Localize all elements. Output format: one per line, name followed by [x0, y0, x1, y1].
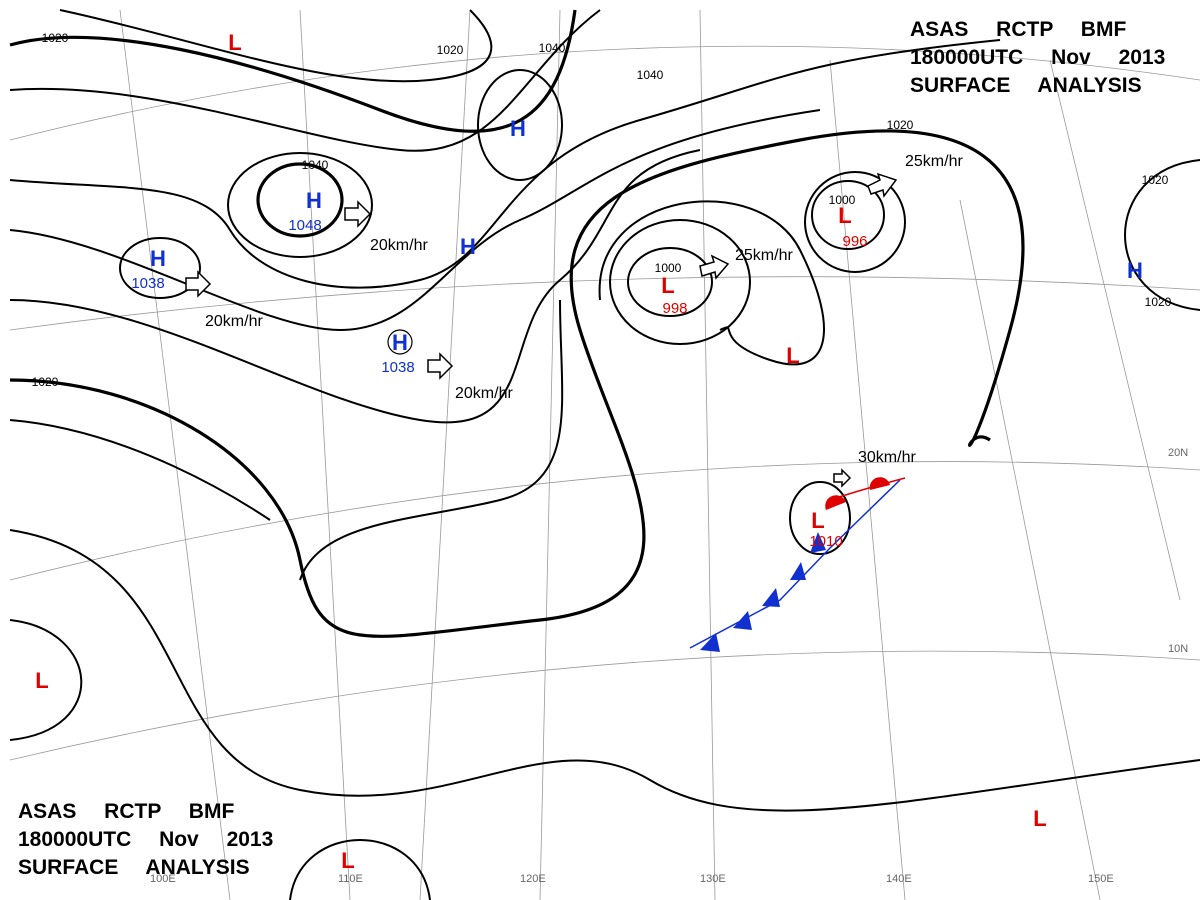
- low-symbol: L: [661, 273, 674, 298]
- low-symbol: L: [786, 343, 799, 368]
- fronts: [689, 477, 906, 652]
- motion-labels: 20km/hr 20km/hr 20km/hr 25km/hr 25km/hr …: [205, 153, 963, 466]
- isobar-label: 1040: [539, 41, 566, 55]
- high-symbol: H: [460, 234, 476, 259]
- pressure-value: 998: [662, 300, 687, 317]
- low-symbol: L: [35, 668, 48, 693]
- longitude-label: 140E: [886, 873, 912, 885]
- motion-label: 20km/hr: [455, 385, 513, 402]
- motion-arrows: [185, 172, 898, 488]
- high-symbol: H: [392, 330, 408, 355]
- high-symbol: H: [306, 188, 322, 213]
- latitude-label: 20N: [1168, 447, 1188, 459]
- isobar-label: 1040: [637, 68, 664, 82]
- isobar-label: 1020: [437, 43, 464, 57]
- longitude-label: 110E: [338, 873, 363, 885]
- header-line: SURFACE ANALYSIS: [910, 74, 1142, 97]
- low-symbol: L: [341, 848, 354, 873]
- high-symbol: H: [150, 246, 166, 271]
- low-symbol: L: [811, 508, 824, 533]
- motion-label: 30km/hr: [858, 449, 916, 466]
- isobar-label: 1020: [1142, 173, 1169, 187]
- pressure-value: 996: [842, 233, 867, 250]
- header: ASAS RCTP BMF 180000UTC Nov 2013 SURFACE…: [18, 18, 1165, 879]
- longitude-label: 100E: [150, 873, 176, 885]
- header-line: 180000UTC Nov 2013: [910, 46, 1165, 69]
- graticule-labels: 20N 10N 100E 110E 120E 130E 140E 150E: [150, 447, 1188, 885]
- footer-line: ASAS RCTP BMF: [18, 800, 234, 823]
- isobar-label: 1020: [32, 375, 59, 389]
- longitude-label: 120E: [520, 873, 546, 885]
- isobar-label: 1040: [302, 158, 329, 172]
- longitude-label: 150E: [1088, 873, 1114, 885]
- isobar-label: 1020: [42, 31, 69, 45]
- motion-label: 20km/hr: [370, 237, 428, 254]
- pressure-value: 1038: [381, 359, 414, 376]
- header-line: ASAS RCTP BMF: [910, 18, 1126, 41]
- isobar-label: 1020: [1145, 295, 1172, 309]
- latitude-label: 10N: [1168, 643, 1188, 655]
- low-symbol: L: [838, 203, 851, 228]
- isobar-label: 1020: [887, 118, 914, 132]
- isobar-label: 1000: [829, 193, 856, 207]
- motion-label: 25km/hr: [905, 153, 963, 170]
- graticule: [9, 9, 1200, 900]
- center-circle: [387, 329, 413, 355]
- isobar-label: 1000: [655, 261, 682, 275]
- low-symbol: L: [228, 30, 241, 55]
- motion-label: 25km/hr: [735, 247, 793, 264]
- high-symbol: H: [1127, 258, 1143, 283]
- footer-line: SURFACE ANALYSIS: [18, 856, 250, 879]
- isobars: [9, 9, 1200, 900]
- pressure-value: 1048: [288, 217, 321, 234]
- pressure-value: 1010: [809, 533, 842, 550]
- isobar-labels: 1020 1020 1040 1040 1040 1020 1020 1020 …: [32, 31, 1172, 389]
- motion-label: 20km/hr: [205, 313, 263, 330]
- pressure-systems: L H H 1048 H 1038 H H 1038 L 998 L 996 L…: [35, 30, 1143, 873]
- high-symbol: H: [510, 116, 526, 141]
- longitude-label: 130E: [700, 873, 726, 885]
- footer-line: 180000UTC Nov 2013: [18, 828, 273, 851]
- pressure-value: 1038: [131, 275, 164, 292]
- low-symbol: L: [1033, 806, 1046, 831]
